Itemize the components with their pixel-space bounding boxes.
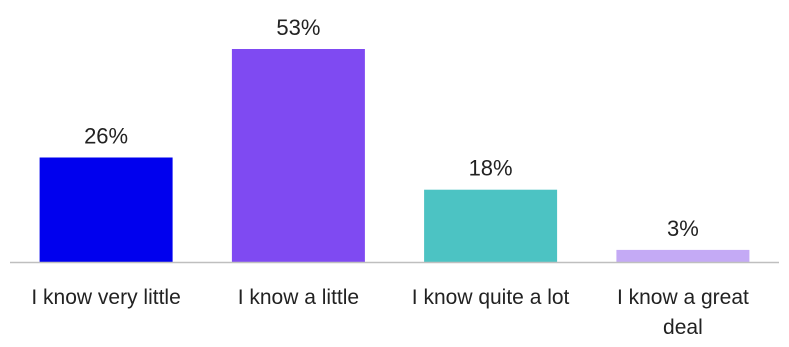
category-label-i-know-very-little: I know very little [31, 286, 180, 309]
category-label-i-know-quite-a-lot: I know quite a lot [412, 286, 570, 309]
category-label-i-know-a-little: I know a little [238, 286, 359, 309]
category-labels-layer: I know very little I know a little I know … [31, 286, 749, 339]
bar-i-know-quite-a-lot [424, 189, 558, 262]
bars-layer [39, 49, 750, 262]
category-label-i-know-a-great-deal: I know a great deal [617, 286, 749, 339]
bar-i-know-a-great-deal [616, 249, 750, 262]
bar-i-know-very-little [39, 157, 173, 262]
value-labels-layer: 26% 53% 18% 3% [84, 15, 699, 241]
value-label-i-know-quite-a-lot: 18% [469, 156, 513, 181]
value-label-i-know-a-great-deal: 3% [667, 216, 699, 241]
value-label-i-know-very-little: 26% [84, 124, 128, 149]
bar-i-know-a-little [231, 49, 365, 262]
value-label-i-know-a-little: 53% [276, 15, 320, 40]
